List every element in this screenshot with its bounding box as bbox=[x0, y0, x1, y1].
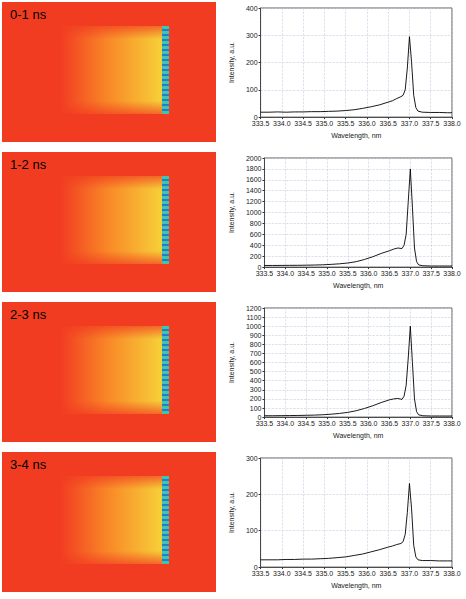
svg-text:336.5: 336.5 bbox=[381, 420, 399, 427]
svg-text:336.0: 336.0 bbox=[360, 420, 378, 427]
svg-text:333.5: 333.5 bbox=[256, 420, 274, 427]
svg-text:0: 0 bbox=[253, 563, 258, 571]
svg-text:333.5: 333.5 bbox=[252, 570, 270, 577]
svg-text:200: 200 bbox=[250, 395, 262, 402]
svg-text:335.0: 335.0 bbox=[318, 420, 336, 427]
svg-text:100: 100 bbox=[246, 527, 258, 534]
svg-text:334.0: 334.0 bbox=[273, 570, 291, 577]
svg-text:1200: 1200 bbox=[246, 305, 262, 312]
svg-text:337.5: 337.5 bbox=[422, 570, 440, 577]
svg-text:334.0: 334.0 bbox=[277, 420, 295, 427]
svg-text:338.0: 338.0 bbox=[443, 570, 461, 577]
svg-text:500: 500 bbox=[250, 368, 262, 375]
html-text:0-1 ns: 0-1 ns bbox=[10, 7, 47, 22]
svg-text:1100: 1100 bbox=[246, 314, 261, 321]
svg-text:0: 0 bbox=[257, 413, 262, 421]
svg-text:338.0: 338.0 bbox=[443, 270, 461, 277]
svg-text:400: 400 bbox=[250, 377, 262, 384]
svg-text:0: 0 bbox=[253, 113, 258, 121]
svg-text:336.5: 336.5 bbox=[379, 120, 397, 127]
svg-text:337.0: 337.0 bbox=[402, 420, 420, 427]
svg-text:100: 100 bbox=[250, 405, 262, 412]
svg-text:337.5: 337.5 bbox=[422, 120, 440, 127]
svg-text:1400: 1400 bbox=[246, 187, 262, 194]
svg-text:Wavelength, nm: Wavelength, nm bbox=[333, 432, 383, 440]
svg-text:2000: 2000 bbox=[246, 155, 262, 162]
svg-text:337.5: 337.5 bbox=[422, 270, 440, 277]
svg-text:0: 0 bbox=[257, 263, 262, 271]
svg-text:333.5: 333.5 bbox=[252, 120, 270, 127]
svg-text:336.0: 336.0 bbox=[358, 570, 376, 577]
svg-text:335.5: 335.5 bbox=[337, 570, 355, 577]
svg-text:Wavelength, nm: Wavelength, nm bbox=[333, 282, 383, 290]
svg-text:600: 600 bbox=[250, 359, 262, 366]
svg-text:338.0: 338.0 bbox=[443, 420, 461, 427]
svg-text:300: 300 bbox=[246, 455, 258, 462]
svg-text:Wavelength, nm: Wavelength, nm bbox=[331, 582, 381, 590]
svg-text:336.5: 336.5 bbox=[379, 570, 397, 577]
svg-text:Intensity, a.u.: Intensity, a.u. bbox=[228, 342, 236, 383]
svg-text:337.0: 337.0 bbox=[401, 570, 419, 577]
svg-text:400: 400 bbox=[250, 242, 262, 249]
svg-text:336.0: 336.0 bbox=[360, 270, 378, 277]
svg-text:600: 600 bbox=[250, 231, 262, 238]
svg-text:900: 900 bbox=[250, 332, 262, 339]
svg-text:335.5: 335.5 bbox=[339, 420, 357, 427]
svg-text:335.0: 335.0 bbox=[316, 570, 334, 577]
svg-text:334.0: 334.0 bbox=[273, 120, 291, 127]
svg-text:334.5: 334.5 bbox=[297, 270, 315, 277]
svg-text:335.0: 335.0 bbox=[316, 120, 334, 127]
svg-text:Intensity, a.u.: Intensity, a.u. bbox=[228, 42, 236, 83]
svg-text:Wavelength, nm: Wavelength, nm bbox=[331, 132, 381, 140]
svg-text:335.0: 335.0 bbox=[318, 270, 336, 277]
svg-text:337.5: 337.5 bbox=[422, 420, 440, 427]
svg-text:100: 100 bbox=[246, 86, 258, 93]
svg-text:1800: 1800 bbox=[246, 165, 262, 172]
svg-text:1000: 1000 bbox=[246, 323, 262, 330]
svg-text:Intensity, a.u.: Intensity, a.u. bbox=[228, 192, 236, 233]
svg-text:337.0: 337.0 bbox=[402, 270, 420, 277]
svg-text:200: 200 bbox=[246, 491, 258, 498]
svg-text:338.0: 338.0 bbox=[443, 120, 461, 127]
svg-text:334.5: 334.5 bbox=[297, 420, 315, 427]
svg-text:800: 800 bbox=[250, 220, 262, 227]
svg-text:337.0: 337.0 bbox=[401, 120, 419, 127]
svg-text:336.5: 336.5 bbox=[381, 270, 399, 277]
svg-text:200: 200 bbox=[246, 59, 258, 66]
html-text:1-2 ns: 1-2 ns bbox=[10, 157, 47, 172]
svg-text:1200: 1200 bbox=[246, 198, 262, 205]
svg-text:700: 700 bbox=[250, 350, 262, 357]
svg-text:334.0: 334.0 bbox=[277, 270, 295, 277]
svg-text:335.5: 335.5 bbox=[339, 270, 357, 277]
svg-text:335.5: 335.5 bbox=[337, 120, 355, 127]
svg-text:334.5: 334.5 bbox=[294, 120, 312, 127]
svg-text:Intensity, a.u.: Intensity, a.u. bbox=[228, 492, 236, 533]
svg-text:334.5: 334.5 bbox=[294, 570, 312, 577]
svg-text:400: 400 bbox=[246, 5, 258, 12]
svg-text:200: 200 bbox=[250, 253, 262, 260]
svg-text:300: 300 bbox=[250, 386, 262, 393]
svg-text:1000: 1000 bbox=[246, 209, 262, 216]
svg-text:800: 800 bbox=[250, 341, 262, 348]
svg-text:300: 300 bbox=[246, 32, 258, 39]
html-text:3-4 ns: 3-4 ns bbox=[10, 457, 47, 472]
svg-text:336.0: 336.0 bbox=[358, 120, 376, 127]
svg-text:1600: 1600 bbox=[246, 176, 262, 183]
html-text:2-3 ns: 2-3 ns bbox=[10, 307, 47, 322]
svg-text:333.5: 333.5 bbox=[256, 270, 274, 277]
